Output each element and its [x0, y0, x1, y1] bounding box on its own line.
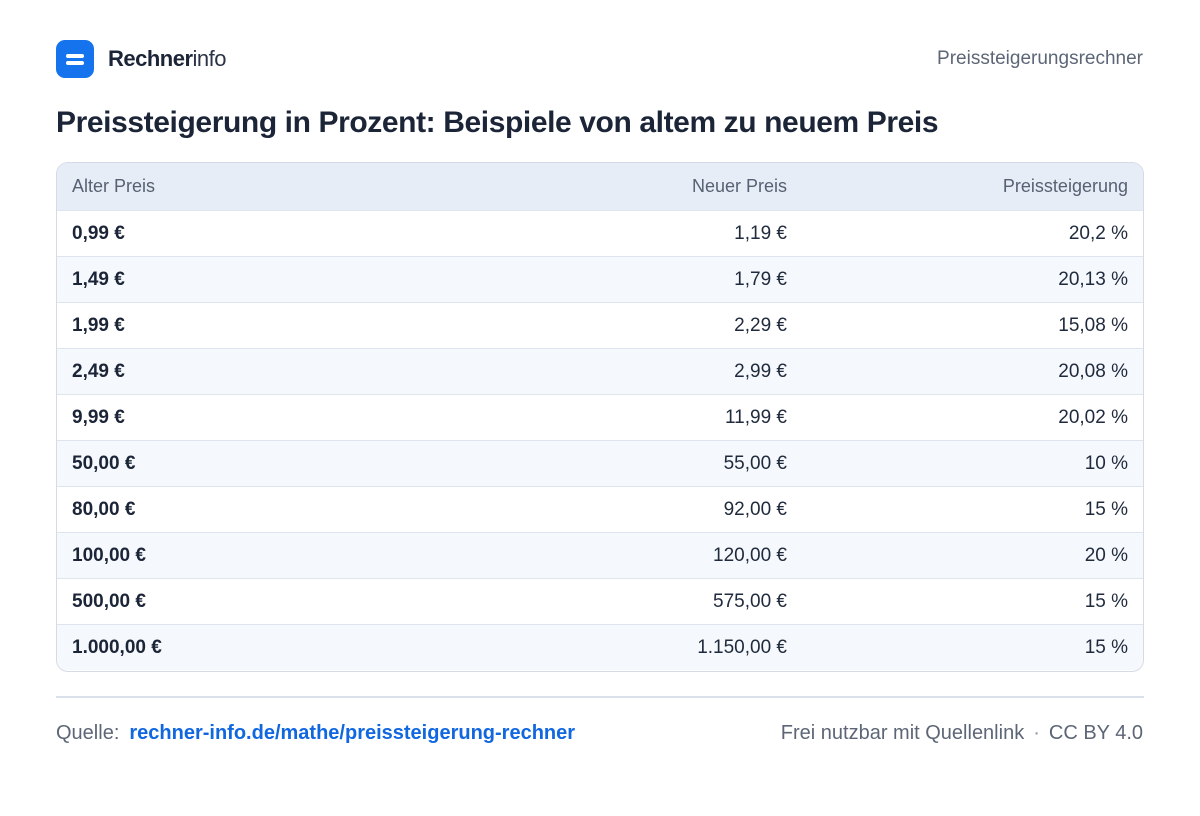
increase-cell: 15 % — [1084, 636, 1128, 658]
menu-lines-icon — [56, 40, 94, 78]
table-row: 0,99 € 1,19 € 20,2 % — [57, 210, 1143, 256]
old-price-cell: 1,49 € — [72, 268, 125, 290]
increase-cell: 15 % — [1084, 498, 1128, 520]
column-header-increase: Preissteigerung — [1002, 176, 1128, 196]
new-price-cell: 120,00 € — [713, 544, 787, 566]
table-row: 50,00 € 55,00 € 10 % — [57, 440, 1143, 486]
price-increase-table: Alter Preis Neuer Preis Preissteigerung … — [56, 162, 1144, 672]
table-row: 1.000,00 € 1.150,00 € 15 % — [57, 624, 1143, 670]
table-row: 9,99 € 11,99 € 20,02 % — [57, 394, 1143, 440]
brand-name: Rechnerinfo — [108, 46, 227, 72]
brand-name-light: info — [192, 46, 227, 71]
table-row: 100,00 € 120,00 € 20 % — [57, 532, 1143, 578]
column-header-new-price: Neuer Preis — [691, 176, 787, 196]
increase-cell: 20,08 % — [1058, 360, 1128, 382]
new-price-cell: 2,29 € — [734, 314, 787, 336]
separator-dot: · — [1033, 722, 1040, 744]
table-row: 1,99 € 2,29 € 15,08 % — [57, 302, 1143, 348]
increase-cell: 20 % — [1084, 544, 1128, 566]
new-price-cell: 11,99 € — [725, 406, 787, 428]
brand[interactable]: Rechnerinfo — [56, 40, 227, 78]
increase-cell: 20,2 % — [1068, 222, 1128, 244]
increase-cell: 15 % — [1084, 590, 1128, 612]
old-price-cell: 2,49 € — [72, 360, 125, 382]
new-price-cell: 55,00 € — [723, 452, 787, 474]
footer-divider — [56, 696, 1144, 698]
footer: Quelle: rechner-info.de/mathe/preissteig… — [56, 722, 1143, 745]
new-price-cell: 1,79 € — [734, 268, 787, 290]
table-header-row: Alter Preis Neuer Preis Preissteigerung — [57, 163, 1143, 210]
new-price-cell: 2,99 € — [734, 360, 787, 382]
old-price-cell: 9,99 € — [72, 406, 125, 428]
table-row: 500,00 € 575,00 € 15 % — [57, 578, 1143, 624]
old-price-cell: 1.000,00 € — [72, 636, 162, 658]
new-price-cell: 575,00 € — [713, 590, 787, 612]
increase-cell: 10 % — [1084, 452, 1128, 474]
new-price-cell: 92,00 € — [723, 498, 787, 520]
new-price-cell: 1,19 € — [734, 222, 787, 244]
old-price-cell: 50,00 € — [72, 452, 136, 474]
license-name: CC BY 4.0 — [1048, 722, 1143, 744]
table-row: 80,00 € 92,00 € 15 % — [57, 486, 1143, 532]
increase-cell: 15,08 % — [1058, 314, 1128, 336]
source: Quelle: rechner-info.de/mathe/preissteig… — [56, 722, 575, 745]
column-header-old-price: Alter Preis — [72, 176, 156, 196]
source-label: Quelle: — [56, 722, 120, 744]
old-price-cell: 100,00 € — [72, 544, 146, 566]
license-info: Frei nutzbar mit Quellenlink · CC BY 4.0 — [781, 722, 1143, 745]
site-header: Rechnerinfo Preissteigerungsrechner — [56, 40, 1143, 78]
license-text: Frei nutzbar mit Quellenlink — [780, 722, 1025, 744]
table-row: 1,49 € 1,79 € 20,13 % — [57, 256, 1143, 302]
increase-cell: 20,13 % — [1058, 268, 1128, 290]
brand-name-strong: Rechner — [108, 46, 193, 71]
old-price-cell: 80,00 € — [72, 498, 136, 520]
increase-cell: 20,02 % — [1058, 406, 1128, 428]
old-price-cell: 0,99 € — [72, 222, 125, 244]
source-link[interactable]: rechner-info.de/mathe/preissteigerung-re… — [129, 722, 576, 744]
page-title: Preissteigerung in Prozent: Beispiele vo… — [56, 106, 939, 139]
new-price-cell: 1.150,00 € — [697, 636, 787, 658]
table-row: 2,49 € 2,99 € 20,08 % — [57, 348, 1143, 394]
calculator-label: Preissteigerungsrechner — [937, 48, 1143, 69]
old-price-cell: 500,00 € — [72, 590, 146, 612]
old-price-cell: 1,99 € — [72, 314, 125, 336]
